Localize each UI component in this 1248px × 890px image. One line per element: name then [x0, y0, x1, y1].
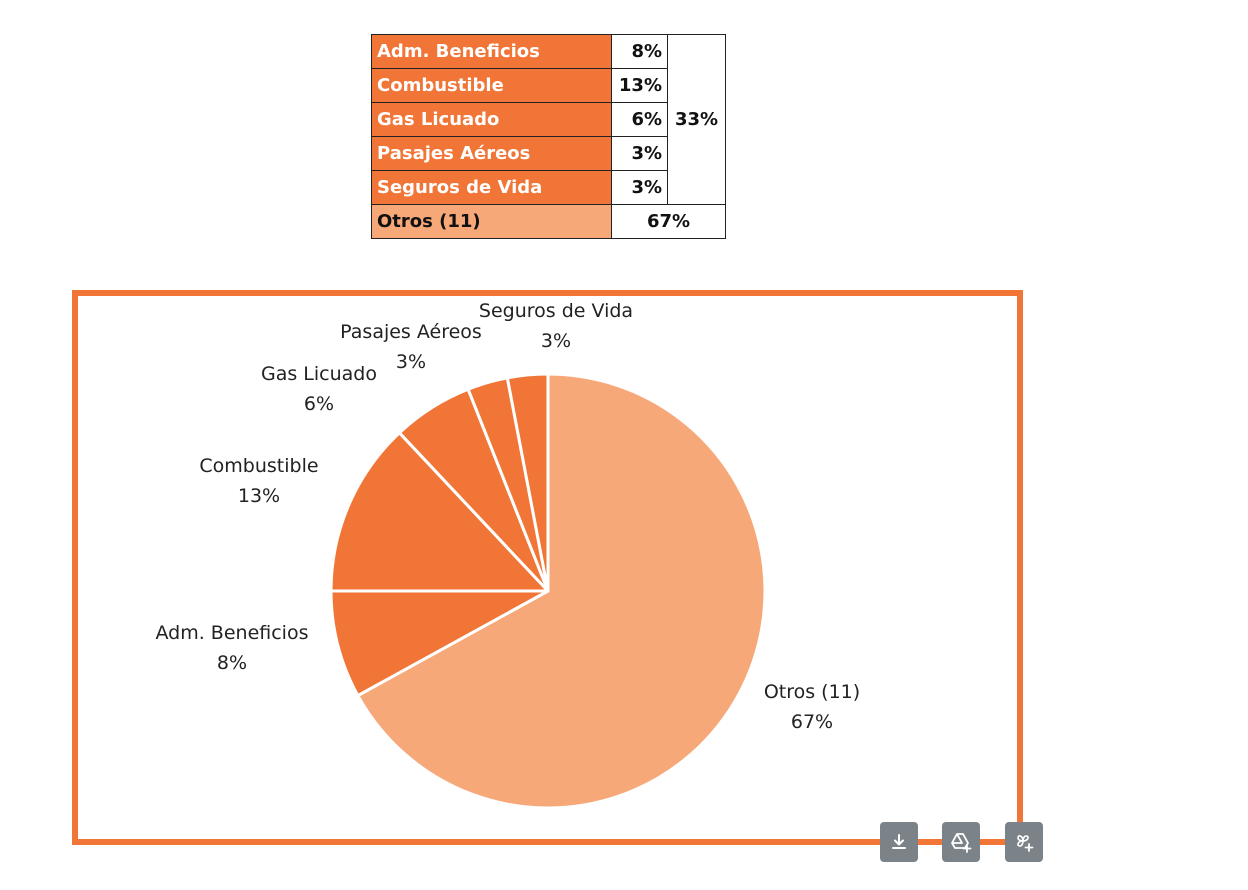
- pie-slice: [505, 372, 550, 593]
- category-cell: Seguros de Vida: [371, 170, 612, 205]
- pinwheel-add-icon: [1017, 835, 1034, 852]
- slice-label: Gas Licuado: [261, 363, 377, 385]
- category-cell: Pasajes Aéreos: [371, 136, 612, 171]
- percent-cell: 3%: [611, 170, 668, 205]
- slice-label: Seguros de Vida: [479, 300, 633, 322]
- table-row: Pasajes Aéreos 3%: [371, 136, 726, 171]
- group-total-cell: 33%: [667, 34, 726, 205]
- slice-value-label: 67%: [791, 711, 833, 733]
- table-row-other: Otros (11) 67%: [371, 204, 726, 239]
- category-cell: Adm. Beneficios: [371, 34, 612, 69]
- summary-table: Adm. Beneficios 8% 33% Combustible 13% G…: [371, 34, 726, 239]
- percent-cell: 3%: [611, 136, 668, 171]
- slice-value-label: 6%: [304, 393, 334, 415]
- slice-value-label: 3%: [541, 330, 571, 352]
- table-row: Seguros de Vida 3%: [371, 170, 726, 205]
- download-button[interactable]: [880, 822, 918, 862]
- slice-value-label: 13%: [238, 485, 280, 507]
- table-row: Gas Licuado 6%: [371, 102, 726, 137]
- percent-cell: 6%: [611, 102, 668, 137]
- pie-slice: [329, 431, 550, 593]
- slice-value-label: 3%: [396, 351, 426, 373]
- slice-label: Pasajes Aéreos: [340, 321, 482, 343]
- slice-value-label: 8%: [217, 652, 247, 674]
- percent-cell: 13%: [611, 68, 668, 103]
- slice-label: Adm. Beneficios: [156, 622, 309, 644]
- pie-slice: [356, 372, 767, 810]
- add-to-collection-button[interactable]: [1005, 822, 1043, 862]
- category-cell-other: Otros (11): [371, 204, 612, 239]
- download-icon: [892, 834, 906, 849]
- slice-label: Otros (11): [764, 681, 860, 703]
- pie-slice: [329, 589, 550, 698]
- slice-label: Combustible: [199, 455, 318, 477]
- drive-add-icon: [951, 833, 972, 853]
- table-row: Adm. Beneficios 8% 33%: [371, 34, 726, 205]
- table-row: Combustible 13%: [371, 68, 726, 103]
- other-percent-cell: 67%: [611, 204, 726, 239]
- save-to-drive-button[interactable]: [942, 822, 980, 862]
- category-cell: Gas Licuado: [371, 102, 612, 137]
- category-cell: Combustible: [371, 68, 612, 103]
